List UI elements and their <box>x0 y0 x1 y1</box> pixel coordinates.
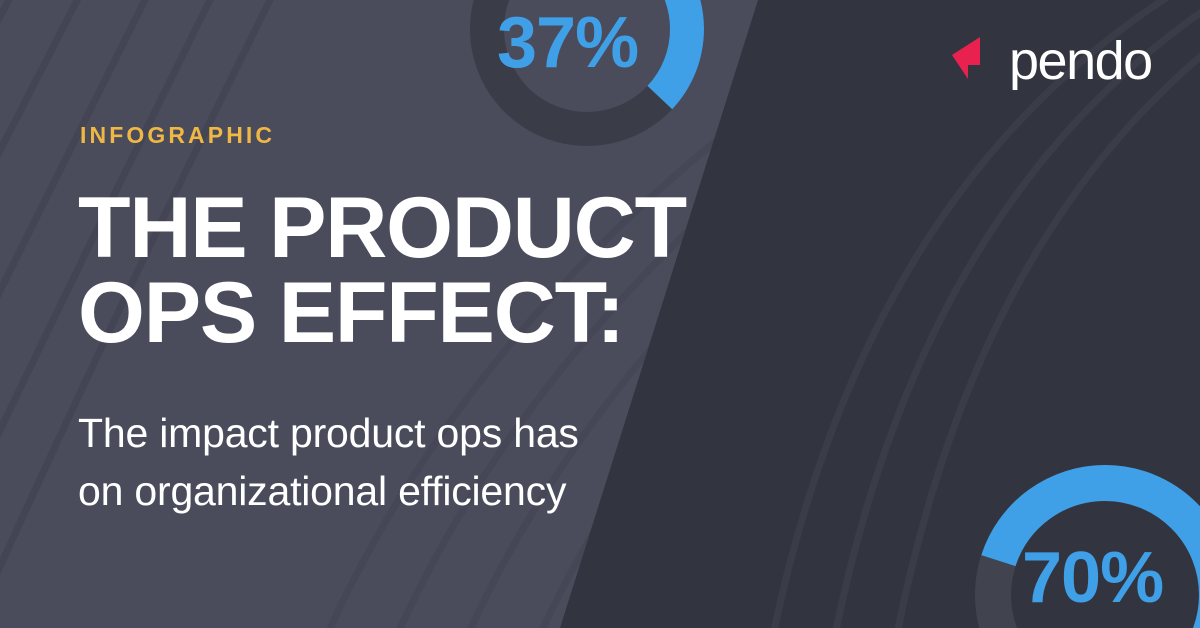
page-subtitle: The impact product ops has on organizati… <box>78 410 579 515</box>
stat-value-70: 70% <box>1022 538 1164 618</box>
stat-value-37: 37% <box>497 3 639 83</box>
eyebrow-label: INFOGRAPHIC <box>80 122 276 148</box>
stat-donut-70 <box>960 450 1200 628</box>
pendo-wordmark: pendo <box>1009 31 1153 91</box>
pendo-arrow-mark-icon <box>950 35 998 88</box>
stat-donut-37 <box>462 0 712 154</box>
donut-value-70 <box>975 465 1200 628</box>
pendo-logo[interactable]: pendo <box>950 31 1153 91</box>
donut-value-37 <box>470 0 704 146</box>
page-title: THE PRODUCT OPS EFFECT: <box>78 180 687 362</box>
